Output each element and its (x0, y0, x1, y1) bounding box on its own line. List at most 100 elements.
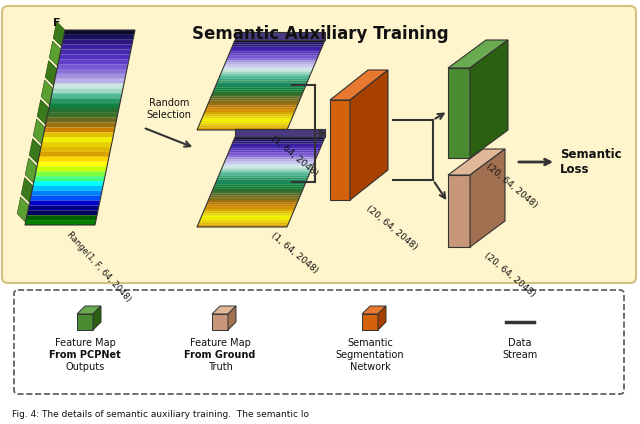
Polygon shape (41, 80, 53, 105)
Polygon shape (231, 144, 322, 146)
Polygon shape (207, 105, 298, 108)
FancyBboxPatch shape (14, 290, 624, 394)
Polygon shape (28, 206, 99, 210)
Text: Feature Map: Feature Map (189, 338, 250, 348)
Polygon shape (21, 178, 33, 203)
Polygon shape (202, 117, 292, 119)
Polygon shape (211, 191, 302, 193)
Polygon shape (205, 207, 296, 209)
Polygon shape (217, 81, 308, 83)
Polygon shape (213, 89, 304, 92)
Polygon shape (233, 139, 324, 142)
Polygon shape (235, 129, 325, 137)
Polygon shape (29, 139, 41, 164)
Polygon shape (197, 128, 288, 130)
Polygon shape (448, 68, 470, 158)
Polygon shape (54, 79, 125, 84)
Text: (20, 64, 2048): (20, 64, 2048) (364, 204, 419, 252)
Polygon shape (93, 306, 101, 330)
Polygon shape (217, 178, 308, 180)
FancyBboxPatch shape (2, 6, 636, 283)
Polygon shape (34, 176, 105, 181)
Polygon shape (207, 200, 298, 202)
Polygon shape (211, 94, 302, 96)
Polygon shape (209, 98, 300, 101)
Polygon shape (230, 49, 321, 51)
Polygon shape (209, 195, 300, 198)
Text: (1, 64, 2048): (1, 64, 2048) (269, 231, 319, 275)
Polygon shape (33, 181, 104, 186)
Polygon shape (221, 166, 313, 168)
Polygon shape (35, 171, 106, 176)
Polygon shape (44, 128, 115, 132)
Polygon shape (227, 155, 317, 157)
Polygon shape (45, 61, 57, 86)
Polygon shape (234, 137, 325, 139)
Polygon shape (218, 175, 309, 178)
Polygon shape (212, 306, 236, 314)
Polygon shape (61, 45, 132, 50)
Polygon shape (40, 147, 111, 152)
Text: (20, 64, 2048): (20, 64, 2048) (484, 162, 539, 210)
Text: (1, 64, 2048): (1, 64, 2048) (269, 134, 319, 178)
Polygon shape (57, 64, 128, 69)
Polygon shape (223, 164, 314, 166)
Polygon shape (223, 162, 314, 164)
Polygon shape (219, 173, 310, 175)
Polygon shape (43, 132, 114, 137)
Polygon shape (221, 69, 313, 72)
Polygon shape (203, 114, 294, 117)
Polygon shape (225, 62, 316, 65)
Polygon shape (214, 87, 305, 89)
Polygon shape (198, 126, 289, 128)
Polygon shape (205, 110, 296, 112)
Polygon shape (62, 40, 133, 45)
Polygon shape (228, 151, 319, 153)
Text: Semantic: Semantic (347, 338, 393, 348)
Polygon shape (211, 193, 301, 195)
Polygon shape (209, 198, 300, 200)
Polygon shape (220, 74, 311, 76)
Polygon shape (201, 216, 292, 218)
Polygon shape (56, 69, 127, 74)
Polygon shape (212, 92, 303, 94)
Polygon shape (32, 186, 103, 191)
Polygon shape (49, 103, 120, 108)
Polygon shape (211, 96, 301, 98)
Polygon shape (52, 89, 123, 93)
Polygon shape (216, 180, 307, 182)
Polygon shape (350, 70, 388, 200)
Polygon shape (37, 162, 108, 167)
Polygon shape (362, 306, 386, 314)
Polygon shape (199, 123, 290, 126)
Polygon shape (214, 184, 305, 187)
Polygon shape (205, 204, 296, 207)
Polygon shape (209, 101, 300, 103)
Polygon shape (232, 142, 323, 144)
Polygon shape (227, 56, 318, 58)
Polygon shape (223, 65, 314, 67)
Polygon shape (448, 40, 508, 68)
Text: Segmentation: Segmentation (336, 350, 404, 360)
Polygon shape (77, 306, 101, 314)
Polygon shape (198, 223, 289, 225)
Polygon shape (362, 314, 378, 330)
Polygon shape (225, 159, 316, 162)
Polygon shape (221, 72, 312, 74)
Polygon shape (55, 74, 126, 79)
Polygon shape (233, 42, 324, 45)
Polygon shape (200, 121, 291, 123)
Polygon shape (448, 149, 505, 175)
Polygon shape (203, 211, 294, 214)
Polygon shape (53, 22, 65, 47)
Polygon shape (77, 314, 93, 330)
Polygon shape (216, 83, 307, 85)
Polygon shape (205, 108, 296, 110)
Polygon shape (46, 118, 117, 123)
Polygon shape (64, 30, 135, 35)
Polygon shape (199, 220, 290, 223)
Text: (20, 64, 2048): (20, 64, 2048) (483, 251, 537, 299)
Polygon shape (227, 153, 318, 155)
Text: From Ground: From Ground (184, 350, 256, 360)
Text: F: F (54, 18, 61, 28)
